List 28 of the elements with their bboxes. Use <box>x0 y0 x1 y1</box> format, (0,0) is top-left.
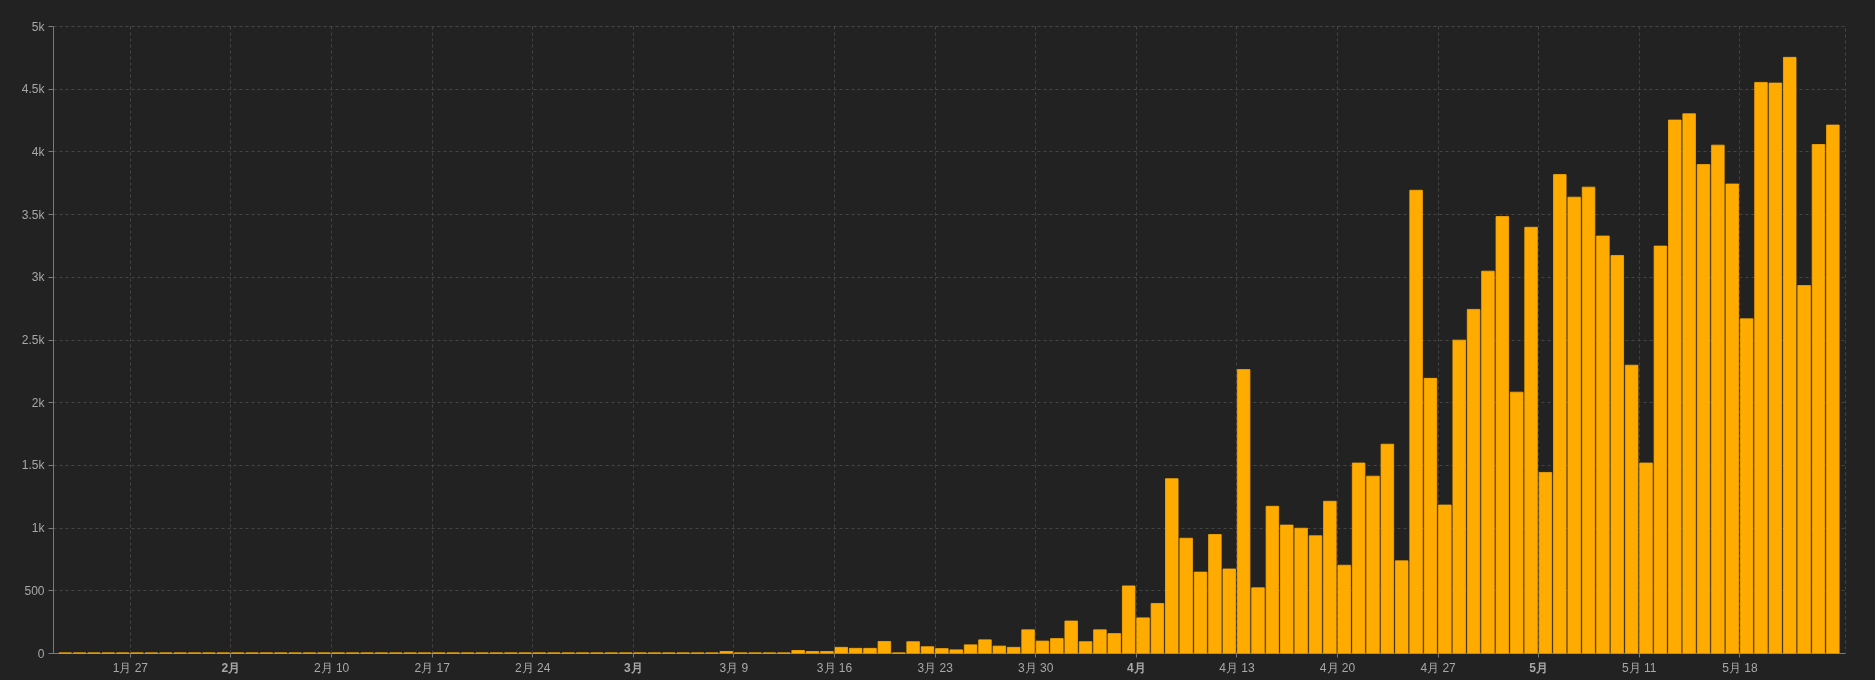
y-tick-label: 0 <box>37 646 45 661</box>
x-tick-label: 2月 10 <box>313 660 350 675</box>
x-tick-label: 5月 11 <box>1622 660 1657 675</box>
x-tick-label: 2月 24 <box>515 660 551 675</box>
x-tick-label: 4月 20 <box>1319 660 1356 675</box>
x-tick-label: 3月 9 <box>719 660 749 675</box>
y-tick-label: 2k <box>31 395 46 410</box>
y-tick-label: 5k <box>31 19 46 34</box>
y-tick-label: 4k <box>31 144 46 159</box>
y-tick-label: 1.5k <box>21 458 46 473</box>
x-tick-label: 5月 18 <box>1722 660 1758 675</box>
y-tick-label: 4.5k <box>21 82 46 97</box>
x-tick-label: 3月 23 <box>917 660 954 675</box>
x-tick-label: 2月 17 <box>414 660 451 675</box>
y-tick-label: 3k <box>31 270 46 285</box>
x-tick-label: 2月 <box>221 660 241 675</box>
y-tick-label: 500 <box>24 583 45 598</box>
x-tick-label: 3月 <box>623 660 643 675</box>
x-tick-label: 3月 30 <box>1018 660 1054 675</box>
x-tick-label: 1月 27 <box>112 660 149 675</box>
x-tick-label: 4月 13 <box>1219 660 1255 675</box>
x-tick-label: 4月 <box>1126 660 1146 675</box>
x-tick-label: 4月 27 <box>1420 660 1457 675</box>
y-tick-label: 3.5k <box>21 207 46 222</box>
x-tick-label: 5月 <box>1529 660 1549 675</box>
y-tick-label: 1k <box>31 521 46 536</box>
y-tick-label: 2.5k <box>21 333 46 347</box>
x-tick-label: 3月 16 <box>816 660 853 675</box>
